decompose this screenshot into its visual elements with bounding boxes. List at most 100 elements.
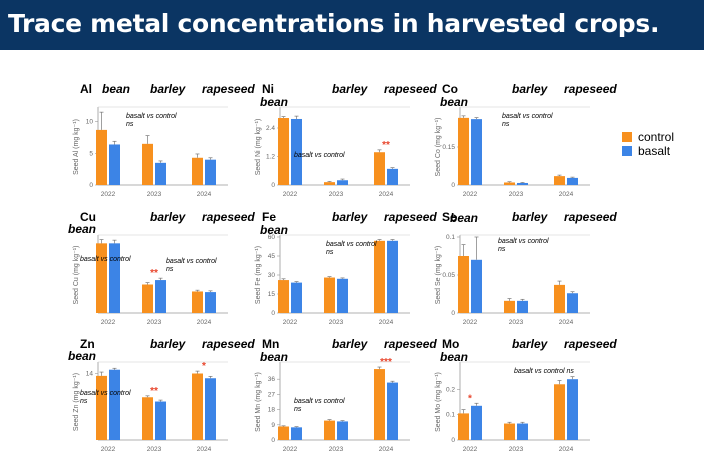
- bar-basalt: [567, 379, 578, 440]
- bar-control: [278, 426, 289, 440]
- stats-note: basalt vs control ns: [326, 241, 377, 256]
- x-tick-label: 2023: [147, 446, 162, 453]
- y-axis-label: Seed Se (mg kg⁻¹): [435, 246, 442, 305]
- chart-panel-fe: Fe bean barley rapeseed Seed Fe (mg kg⁻¹) 0 15…: [250, 208, 474, 338]
- bar-control: [96, 129, 107, 185]
- bar-control: [374, 369, 385, 440]
- y-axis-label: Seed Ni (mg kg⁻¹): [255, 119, 262, 176]
- bar-basalt: [205, 159, 216, 185]
- crop-label: barley: [332, 82, 369, 96]
- x-tick-label: 2022: [101, 191, 116, 198]
- bar-basalt: [291, 118, 302, 185]
- legend-item-control: control: [622, 130, 674, 144]
- y-axis-label: Seed Mo (mg kg⁻¹): [435, 372, 442, 432]
- stats-note: basalt vs control: [80, 256, 131, 263]
- legend-label: control: [638, 130, 675, 144]
- bar-control: [458, 256, 469, 313]
- y-tick-label: 36: [268, 376, 276, 383]
- element-label: Ni: [262, 82, 274, 96]
- bar-basalt: [517, 182, 528, 185]
- y-axis-label: Seed Al (mg kg⁻¹): [73, 119, 80, 175]
- y-tick-label: 0.1: [446, 412, 455, 419]
- bar-basalt: [471, 119, 482, 185]
- crop-label: rapeseed: [564, 337, 617, 351]
- stats-note-line: ns: [326, 249, 334, 256]
- crop-label: barley: [150, 82, 187, 96]
- stats-note-line: ns: [502, 121, 510, 128]
- bar-control: [142, 397, 153, 440]
- bar-control: [458, 413, 469, 440]
- bar-control: [554, 284, 565, 313]
- crop-label: barley: [332, 337, 369, 351]
- y-tick-label: 2.4: [266, 125, 275, 132]
- y-tick-label: 0.05: [442, 272, 455, 279]
- crop-label: bean: [440, 350, 468, 364]
- bar-basalt: [205, 292, 216, 313]
- crop-label: rapeseed: [202, 210, 255, 224]
- crop-label: rapeseed: [564, 82, 617, 96]
- bar-basalt: [109, 369, 120, 440]
- element-label: Mo: [442, 337, 459, 351]
- bar-basalt: [471, 405, 482, 440]
- significance-marker: **: [382, 140, 390, 151]
- bar-basalt: [337, 421, 348, 440]
- legend-item-basalt: basalt: [622, 144, 674, 158]
- significance-marker: ***: [380, 357, 392, 368]
- x-tick-label: 2024: [559, 446, 574, 453]
- slide-header: Trace metal concentrations in harvested …: [0, 0, 704, 50]
- bar-basalt: [109, 144, 120, 185]
- y-tick-label: 18: [268, 407, 276, 414]
- bar-basalt: [567, 177, 578, 185]
- element-label: Co: [442, 82, 458, 96]
- x-tick-label: 2022: [463, 191, 478, 198]
- significance-marker: **: [150, 268, 158, 279]
- bar-control: [278, 280, 289, 313]
- chart-panel-cu: Cu bean barley rapeseed Seed Cu (mg kg⁻¹) 202…: [68, 208, 292, 338]
- bar-control: [458, 117, 469, 185]
- bar-control: [192, 373, 203, 440]
- x-tick-label: 2024: [197, 446, 212, 453]
- element-label: Mn: [262, 337, 279, 351]
- y-axis-label: Seed Co (mg kg⁻¹): [435, 118, 442, 177]
- bar-control: [142, 143, 153, 185]
- bar-control: [192, 291, 203, 313]
- bar-control: [96, 243, 107, 313]
- significance-marker: *: [202, 361, 206, 372]
- y-tick-label: 1.2: [266, 154, 275, 161]
- crop-label: rapeseed: [384, 82, 437, 96]
- crop-label: bean: [102, 82, 130, 96]
- y-tick-label: 45: [268, 253, 276, 260]
- crop-label: bean: [440, 95, 468, 109]
- slide-title: Trace metal concentrations in harvested …: [8, 9, 660, 38]
- x-tick-label: 2022: [463, 319, 478, 326]
- y-tick-label: 15: [268, 291, 276, 298]
- legend-label: basalt: [638, 144, 671, 158]
- bar-control: [192, 157, 203, 185]
- bar-control: [504, 300, 515, 313]
- stats-note: basalt vs control ns: [514, 368, 574, 375]
- x-tick-label: 2023: [509, 191, 524, 198]
- bar-basalt: [387, 168, 398, 185]
- x-tick-label: 2022: [283, 446, 298, 453]
- crop-label: barley: [512, 82, 549, 96]
- bar-control: [324, 420, 335, 440]
- chart-panel-co: Co bean barley rapeseed Seed Co (mg kg⁻¹) 0 0.…: [430, 80, 654, 210]
- bar-basalt: [109, 243, 120, 313]
- chart-svg: Al bean barley rapeseed Seed Al (mg kg⁻¹) 0 5 1…: [73, 82, 255, 198]
- y-tick-label: 0: [451, 437, 455, 444]
- crop-label: bean: [260, 350, 288, 364]
- chart-panel-mo: Mo bean barley rapeseed Seed Mo (mg kg⁻¹) 0 0.…: [430, 335, 654, 465]
- y-tick-label: 0: [271, 310, 275, 317]
- bar-basalt: [155, 280, 166, 313]
- stats-note-line: ns: [126, 121, 134, 128]
- bar-basalt: [337, 278, 348, 313]
- element-label: Cu: [80, 210, 96, 224]
- y-axis-label: Seed Zn (mg kg⁻¹): [73, 373, 80, 431]
- element-label: Al: [80, 82, 92, 96]
- bar-basalt: [291, 282, 302, 313]
- bar-control: [142, 284, 153, 313]
- element-label: Zn: [80, 337, 95, 351]
